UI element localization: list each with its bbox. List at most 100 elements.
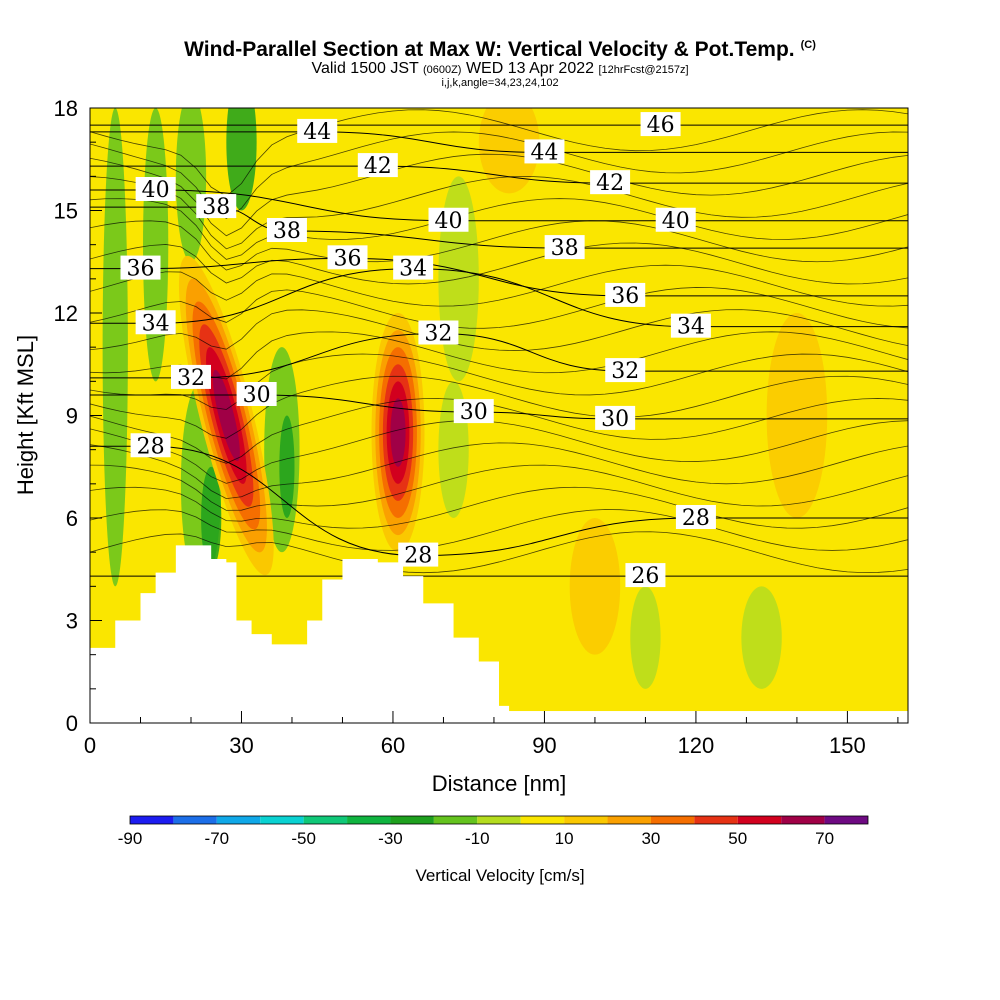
isentrope-label-4: 28	[675, 505, 716, 531]
isentrope-label-box	[130, 433, 171, 458]
isentrope-label-2: 28	[398, 542, 439, 569]
isentrope-38	[90, 206, 908, 249]
isentrope-label-text: 34	[399, 257, 427, 282]
isentrope-label-text: 38	[202, 195, 230, 220]
x-tick-label-30: 30	[229, 733, 253, 758]
colorbar-segment-17	[824, 816, 868, 824]
isentrope-label-text: 42	[364, 154, 392, 179]
isentrope-label-1: 26	[625, 563, 666, 589]
isentrope-label-24: 42	[590, 170, 631, 196]
isentrope-label-23: 42	[357, 153, 398, 179]
colorbar-label-70: 70	[815, 829, 834, 848]
isentrope-lines	[90, 109, 908, 577]
isentrope-label-box	[135, 177, 176, 201]
isentrope-label-box	[120, 255, 161, 280]
y-tick-label-15: 15	[54, 199, 78, 224]
colorbar-label--70: -70	[205, 829, 230, 848]
isentrope-label-16: 36	[605, 282, 646, 309]
isentrope-label-box	[595, 405, 636, 430]
isentrope-label-text: 26	[631, 564, 659, 589]
isentrope-label-21: 40	[428, 207, 469, 234]
isentrope-label-22: 40	[655, 207, 696, 234]
isentrope-minor-15	[90, 220, 908, 271]
isentrope-label-text: 32	[424, 322, 452, 347]
isentrope-label-box	[544, 235, 585, 260]
colorbar-segment-1	[130, 816, 174, 824]
x-axis-title: Distance [nm]	[432, 771, 567, 796]
isentrope-label-text: 32	[177, 366, 205, 391]
colorbar-segment-14	[694, 816, 738, 824]
y-tick-label-9: 9	[66, 404, 78, 429]
colorbar-label-30: 30	[641, 829, 660, 848]
y-tick-label-3: 3	[66, 609, 78, 634]
isentrope-label-box	[640, 112, 681, 137]
isentrope-label-18: 38	[266, 218, 307, 244]
isentrope-label-14: 36	[120, 255, 161, 282]
isentrope-label-text: 38	[551, 236, 579, 261]
colorbar-label-10: 10	[555, 829, 574, 848]
valid-date: WED 13 Apr 2022	[465, 60, 595, 77]
x-tick-label-150: 150	[829, 733, 866, 758]
isentrope-label-text: 40	[662, 209, 690, 234]
isentrope-label-20: 40	[135, 177, 176, 203]
isentrope-label-box	[453, 399, 494, 424]
isentrope-label-box	[625, 563, 666, 588]
y-tick-label-12: 12	[54, 301, 78, 326]
colorbar-segment-11	[564, 816, 608, 824]
field-blob-4	[226, 108, 257, 211]
isentrope-label-text: 36	[126, 257, 154, 282]
isentrope-label-text: 36	[611, 284, 639, 309]
isentrope-label-6: 30	[453, 399, 494, 425]
colorbar-label--30: -30	[378, 829, 403, 848]
isentrope-minor-1	[90, 531, 908, 574]
isentrope-label-box	[357, 153, 398, 178]
chart-title: Wind-Parallel Section at Max W: Vertical…	[0, 38, 1000, 62]
updraft-2-level-60	[390, 398, 406, 467]
isentrope-label-text: 46	[647, 113, 675, 138]
isentrope-minor-2	[90, 509, 908, 551]
isentrope-label-box	[135, 310, 176, 335]
isentrope-label-25: 44	[297, 118, 338, 145]
isentrope-label-box	[196, 194, 237, 219]
colorbar-segment-13	[650, 816, 695, 824]
isentrope-label-box	[418, 320, 459, 345]
valid-time: Valid 1500 JST	[311, 60, 419, 77]
isentrope-label-8: 32	[170, 364, 211, 391]
isentrope-label-box	[428, 207, 469, 232]
chart-subtitle: Valid 1500 JST (0600Z) WED 13 Apr 2022 […	[0, 60, 1000, 78]
terrain-mask	[90, 545, 908, 723]
isentrope-label-12: 34	[393, 255, 434, 282]
isentrope-minor-8	[90, 375, 908, 439]
isentrope-label-box	[398, 542, 439, 567]
isentrope-label-box	[236, 382, 277, 406]
x-tick-label-120: 120	[678, 733, 715, 758]
isentrope-label-box	[266, 218, 307, 242]
chart-title-text: Wind-Parallel Section at Max W: Vertical…	[184, 38, 795, 61]
colorbar-segment-2	[173, 816, 217, 824]
x-tick-label-0: 0	[84, 733, 96, 758]
isentrope-label-27: 46	[640, 112, 681, 138]
colorbar-segment-10	[520, 816, 565, 824]
isentrope-label-7: 30	[595, 405, 636, 432]
isentrope-44	[90, 131, 908, 153]
field-blob-14	[766, 313, 828, 518]
isentrope-minor-10	[90, 331, 908, 380]
field-blob-15	[569, 518, 621, 655]
isentrope-label-9: 32	[418, 320, 459, 347]
isentrope-label-26: 44	[524, 139, 565, 165]
updraft-1-level-60	[212, 369, 240, 462]
isentrope-label-box	[675, 505, 716, 529]
isentrope-label-19: 38	[544, 235, 585, 261]
field-blob-8	[279, 415, 295, 518]
isentrope-label-text: 40	[142, 178, 170, 203]
isentrope-label-text: 28	[682, 506, 710, 531]
isentrope-42	[90, 165, 908, 184]
x-tick-label-90: 90	[532, 733, 556, 758]
isentrope-minor-18	[90, 153, 908, 237]
isentrope-minor-3	[90, 486, 908, 529]
isentrope-minor-19	[90, 131, 908, 220]
grid-params: i,j,k,angle=34,23,24,102	[441, 77, 559, 89]
isentrope-minor-6	[90, 420, 908, 484]
ground-strip	[90, 711, 908, 723]
